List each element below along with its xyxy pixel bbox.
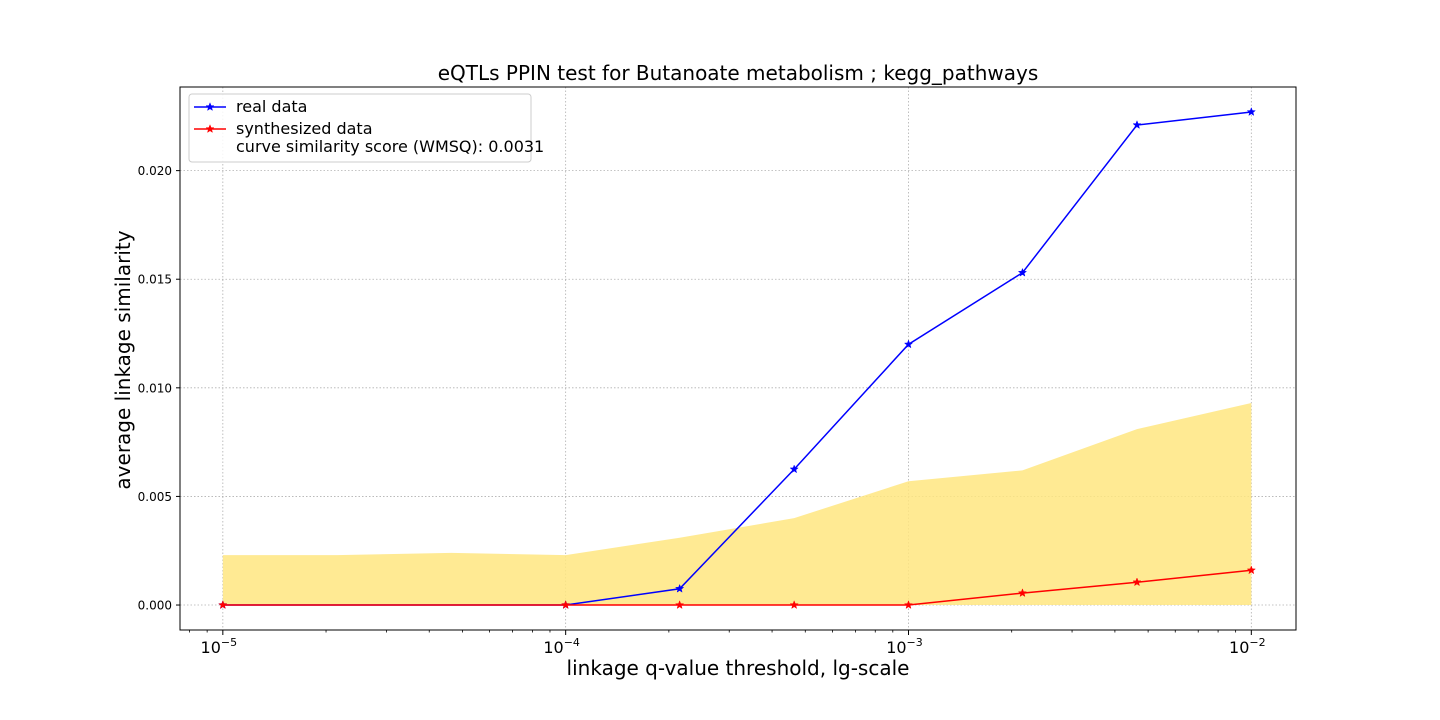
y-axis-label: average linkage similarity [111, 230, 135, 489]
legend-box [188, 93, 532, 163]
series-point-synthesized-data [560, 600, 571, 609]
series-point-synthesized-data [218, 600, 228, 609]
y-tick-label: 0.010 [138, 381, 172, 395]
series-point-synthesized-data [1132, 577, 1142, 587]
plot-frame [179, 86, 1297, 631]
series-point-real-data [1132, 120, 1142, 129]
y-tick-label: 0.005 [138, 490, 172, 504]
series-line-synthesized-data [222, 569, 1252, 606]
series-point-real-data [674, 583, 685, 593]
series-point-synthesized-data [1246, 565, 1256, 575]
confidence-band [222, 403, 1252, 606]
plot-area: 0.000 0.005 0.010 0.015 0.020 10−5 10−4 10−3 10−… [138, 86, 1297, 657]
y-tick-label: 0.020 [138, 164, 172, 178]
legend-label: curve similarity score (WMSQ): 0.0031 [236, 137, 544, 156]
series-point-real-data [789, 464, 799, 474]
chart-title: eQTLs PPIN test for Butanoate metabolism… [438, 61, 1039, 85]
series-point-synthesized-data [1017, 588, 1028, 598]
x-axis-label: linkage q-value threshold, lg-scale [567, 656, 910, 680]
series-point-synthesized-data [903, 600, 914, 609]
x-tick-label: 10−2 [1229, 636, 1266, 657]
x-tick-label: 10−4 [543, 636, 580, 657]
y-tick-label: 0.000 [138, 599, 172, 613]
legend-marker [205, 102, 215, 111]
series-point-real-data [1017, 267, 1028, 277]
series-point-real-data [1246, 107, 1256, 116]
series-point-synthesized-data [789, 600, 799, 609]
x-tick-label: 10−3 [886, 636, 923, 657]
series-point-synthesized-data [674, 600, 685, 609]
y-tick-label: 0.015 [138, 273, 172, 287]
legend-label: synthesized data [236, 119, 373, 138]
legend-label: real data [236, 97, 307, 116]
series-point-real-data [903, 339, 914, 349]
legend-marker [205, 124, 215, 133]
x-tick-label: 10−5 [201, 636, 238, 657]
